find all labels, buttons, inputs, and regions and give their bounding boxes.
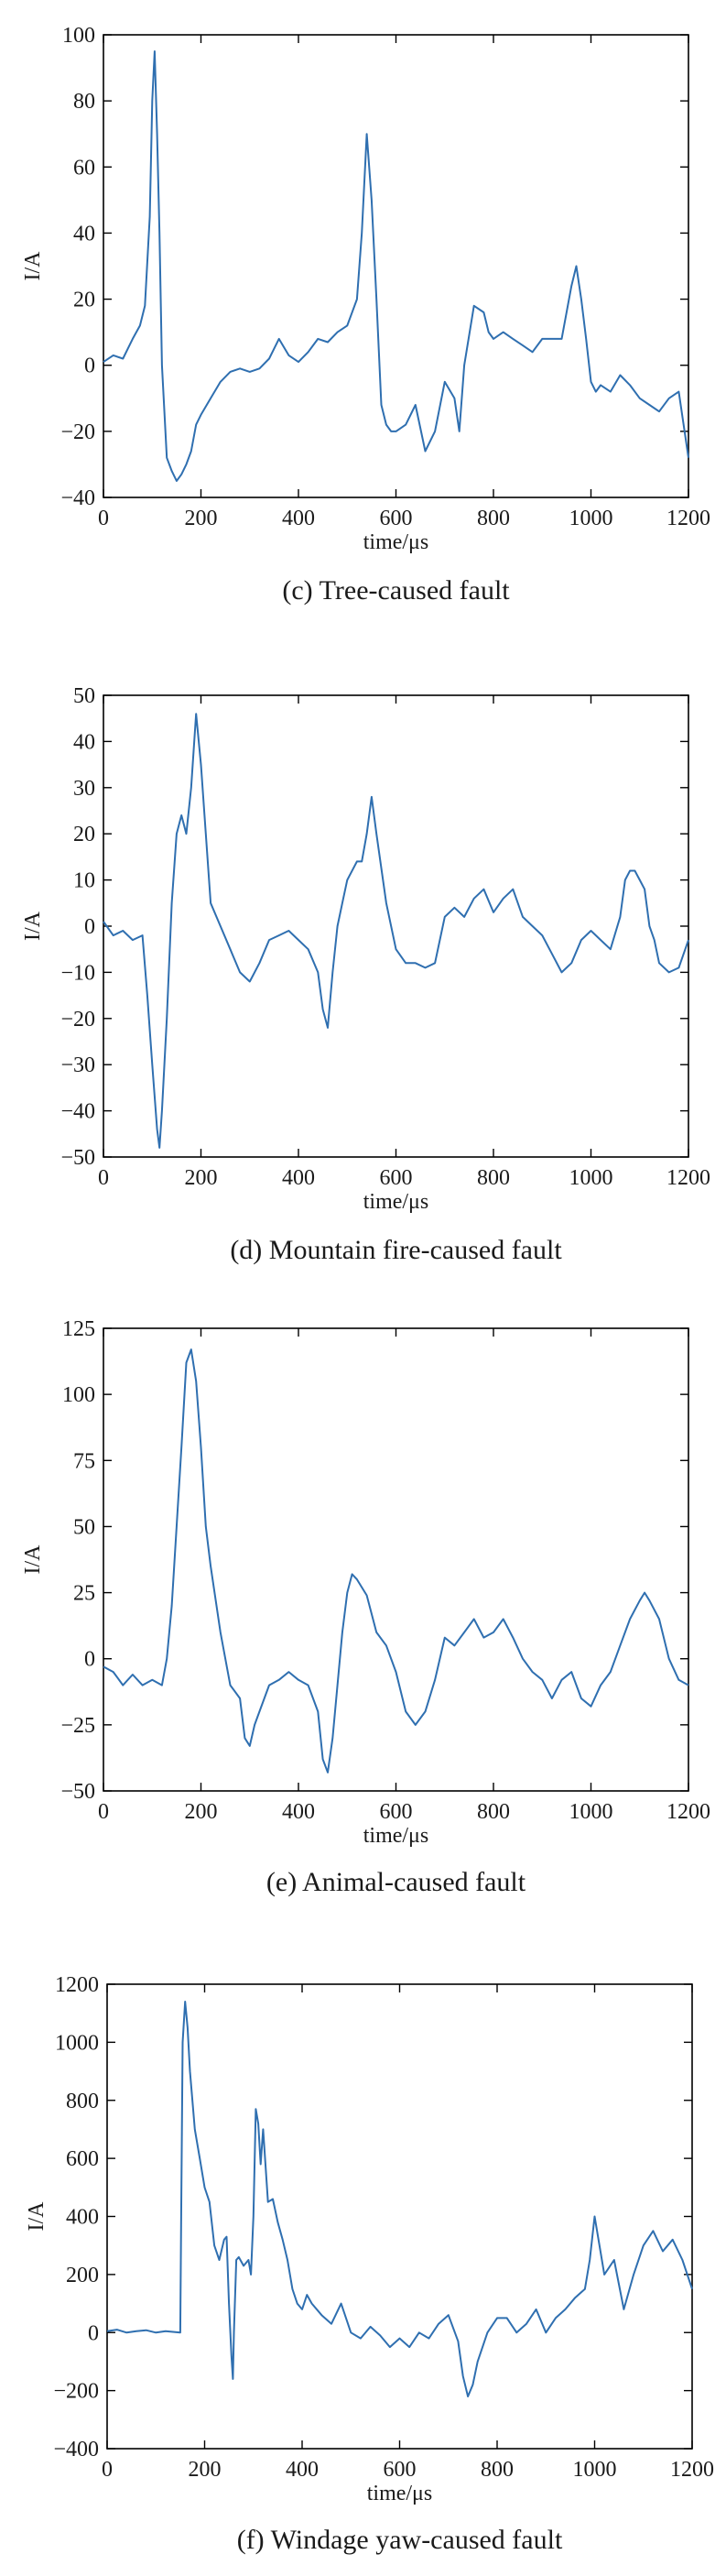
y-tick-label: 125 [62, 1317, 95, 1341]
x-axis-label: time/μs [363, 530, 429, 554]
x-tick-label: 200 [189, 2458, 222, 2482]
chart-panel-2: 0 200 400 600 800 1000 1200 −50 −25 0 25 50 75 100 125… [21, 1317, 710, 1897]
chart-caption: (e) Animal-caused fault [266, 1867, 526, 1897]
plot-frame [106, 1983, 693, 2450]
x-axis-label: time/μs [367, 2482, 433, 2505]
y-tick-label: 80 [73, 90, 95, 114]
series-line [103, 1348, 689, 1774]
x-axis-label: time/μs [363, 1190, 429, 1214]
y-tick-label: 50 [73, 684, 95, 708]
x-tick-label: 0 [102, 2458, 113, 2482]
x-tick-label: 400 [282, 1800, 315, 1824]
y-tick-label: 10 [73, 869, 95, 893]
series-line [103, 713, 689, 1149]
x-tick-label: 1000 [569, 1166, 613, 1190]
x-tick-label: 0 [98, 1800, 109, 1824]
chart-caption: (d) Mountain fire-caused fault [230, 1235, 562, 1265]
y-tick-label: −20 [60, 1008, 95, 1031]
y-tick-label: −20 [60, 420, 95, 444]
y-tick-label: 30 [73, 777, 95, 801]
y-tick-label: 400 [66, 2206, 99, 2230]
y-tick-label: −40 [60, 486, 95, 510]
y-tick-label: −200 [53, 2380, 99, 2404]
x-tick-label: 1200 [666, 1166, 710, 1190]
x-tick-label: 200 [185, 507, 218, 530]
x-tick-label: 600 [380, 1166, 413, 1190]
series-line [103, 50, 689, 482]
plot-frame [103, 1327, 689, 1792]
x-tick-label: 1200 [666, 1800, 710, 1824]
y-tick-label: 600 [66, 2147, 99, 2171]
y-axis-label: I/A [21, 251, 45, 281]
x-tick-label: 600 [380, 1800, 413, 1824]
y-tick-label: −50 [60, 1780, 95, 1804]
series-line [106, 2001, 693, 2397]
y-tick-label: −30 [60, 1053, 95, 1077]
chart-caption: (c) Tree-caused fault [282, 575, 510, 606]
y-tick-label: 200 [66, 2264, 99, 2287]
x-tick-label: 800 [477, 1166, 510, 1190]
y-tick-label: 1200 [55, 1973, 99, 1997]
x-tick-label: 800 [481, 2458, 514, 2482]
chart-panel-0: 0 200 400 600 800 1000 1200 −40 −20 0 20 40 60 80 100 t… [21, 24, 710, 606]
y-tick-label: 20 [73, 289, 95, 312]
y-tick-label: 0 [84, 1648, 95, 1672]
y-axis-label: I/A [21, 911, 45, 941]
x-tick-label: 0 [98, 507, 109, 530]
chart-panel-3: 0 200 400 600 800 1000 1200 −400 −200 0 200 400 600 8… [25, 1973, 714, 2555]
x-tick-label: 1000 [569, 1800, 613, 1824]
x-tick-label: 200 [185, 1166, 218, 1190]
y-axis-label: I/A [21, 1545, 45, 1575]
y-axis-label: I/A [25, 2201, 49, 2232]
y-tick-label: 60 [73, 156, 95, 180]
x-tick-label: 0 [98, 1166, 109, 1190]
plot-frame [103, 34, 689, 498]
plot-frame [103, 694, 689, 1158]
x-tick-label: 600 [384, 2458, 417, 2482]
y-tick-label: 25 [73, 1582, 95, 1606]
x-tick-label: 800 [477, 507, 510, 530]
y-tick-label: −400 [53, 2438, 99, 2461]
y-tick-label: 0 [88, 2321, 99, 2345]
x-tick-label: 200 [185, 1800, 218, 1824]
y-tick-label: 1000 [55, 2031, 99, 2055]
y-tick-label: 75 [73, 1449, 95, 1473]
y-tick-label: 50 [73, 1515, 95, 1539]
y-tick-label: 800 [66, 2090, 99, 2113]
y-tick-label: 100 [62, 1383, 95, 1407]
x-tick-label: 800 [477, 1800, 510, 1824]
y-tick-label: 40 [73, 222, 95, 246]
x-tick-label: 1000 [573, 2458, 617, 2482]
chart-caption: (f) Windage yaw-caused fault [237, 2525, 563, 2555]
y-tick-label: −10 [60, 961, 95, 985]
y-tick-label: 20 [73, 823, 95, 846]
x-tick-label: 400 [282, 1166, 315, 1190]
y-tick-label: 40 [73, 730, 95, 754]
y-tick-label: −40 [60, 1100, 95, 1124]
y-tick-label: 0 [84, 915, 95, 939]
y-tick-label: −50 [60, 1146, 95, 1170]
y-tick-label: 100 [62, 24, 95, 48]
y-tick-label: 0 [84, 355, 95, 378]
x-tick-label: 400 [282, 507, 315, 530]
chart-panel-1: 0 200 400 600 800 1000 1200 −50 −40 −30 −20 −10 0 10 2… [21, 684, 710, 1265]
x-tick-label: 1200 [670, 2458, 714, 2482]
x-tick-label: 600 [380, 507, 413, 530]
x-tick-label: 1000 [569, 507, 613, 530]
y-tick-label: −25 [60, 1714, 95, 1738]
x-tick-label: 400 [286, 2458, 319, 2482]
x-tick-label: 1200 [666, 507, 710, 530]
x-axis-label: time/μs [363, 1824, 429, 1848]
